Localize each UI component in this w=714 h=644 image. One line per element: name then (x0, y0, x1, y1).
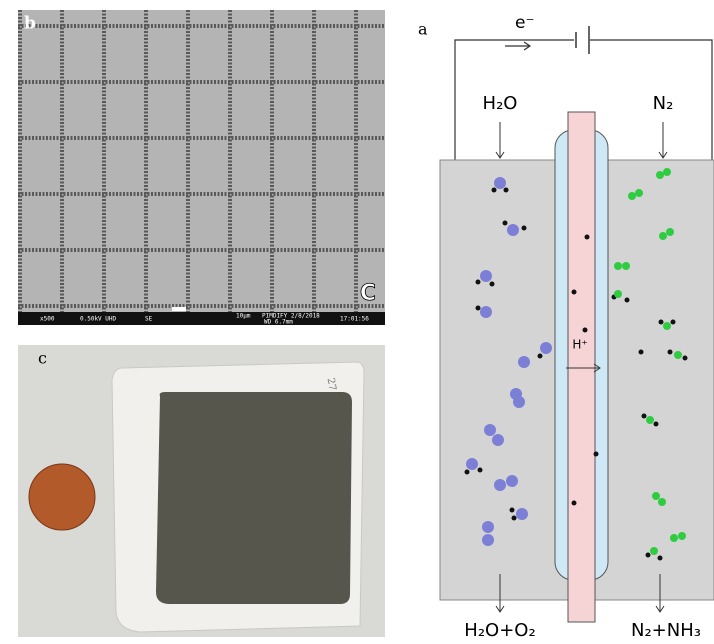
outlet-label: H₂O+O₂ (464, 620, 535, 641)
sem-info: 0.50kV UHD (80, 316, 117, 323)
sem-info: WD 6.7mm (264, 319, 293, 326)
handwriting: 27 (325, 377, 338, 391)
figure: b C x500 0.50kV UHD SE 10μm PIMDIFY 2/8/… (0, 0, 714, 644)
outlet-label: N₂+NH₃ (631, 620, 701, 641)
sem-marker: C (360, 281, 376, 306)
sem-info: 17:01:56 (340, 316, 369, 323)
panel-label: a (418, 20, 428, 39)
photo-panel: c 27 (18, 345, 385, 637)
sem-image (18, 10, 385, 325)
sem-footer (18, 312, 385, 325)
sem-panel: b C x500 0.50kV UHD SE 10μm PIMDIFY 2/8/… (18, 10, 385, 326)
inlet-label: H₂O (483, 93, 518, 114)
arrow (505, 42, 530, 50)
electron-label: e⁻ (515, 13, 534, 33)
sem-info: x500 (40, 316, 55, 323)
inlet-label: N₂ (653, 93, 674, 114)
cell-diagram: a e⁻ H₂O N₂ H₂O+O₂ N₂+NH₃ H⁺ (418, 13, 714, 641)
sem-info: 10μm (236, 313, 251, 320)
page: b C x500 0.50kV UHD SE 10μm PIMDIFY 2/8/… (0, 0, 714, 644)
electrode (156, 392, 352, 604)
proton-label: H⁺ (572, 338, 587, 352)
coin (29, 464, 95, 530)
scale-bar (172, 307, 186, 311)
panel-label: b (24, 14, 36, 34)
panel-label: c (38, 349, 47, 368)
electrolyte (568, 112, 595, 622)
sem-info: SE (145, 316, 153, 323)
